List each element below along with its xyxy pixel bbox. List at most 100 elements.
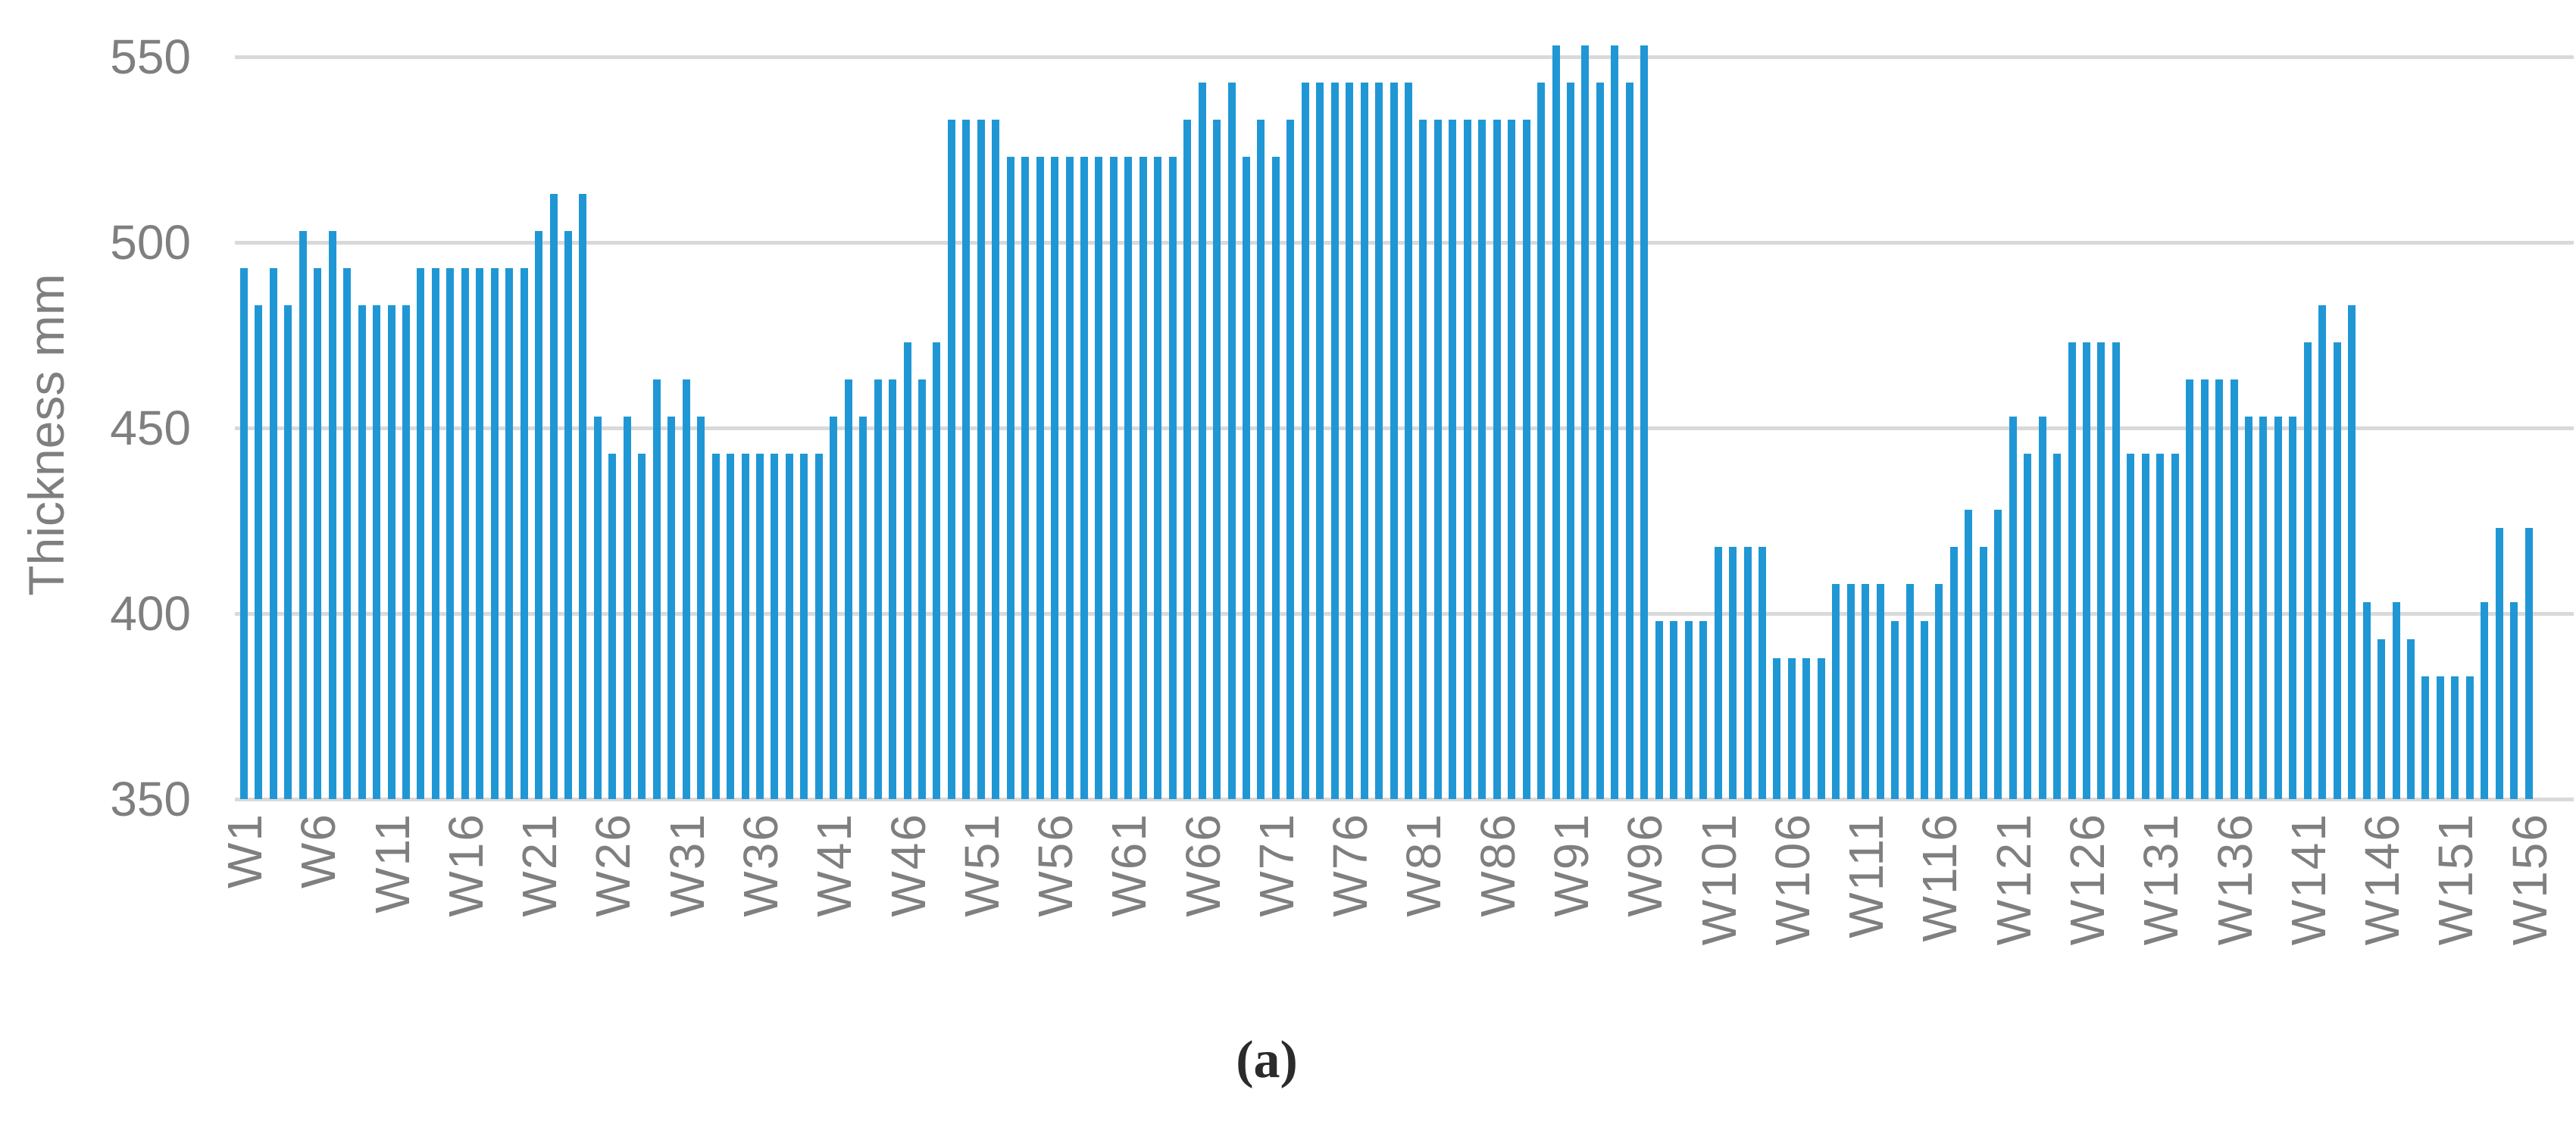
bar	[727, 454, 735, 799]
bar	[1198, 83, 1206, 799]
x-tick-label: W41	[807, 813, 862, 917]
bar	[1449, 120, 1457, 799]
bar	[1390, 83, 1398, 799]
bar	[417, 268, 425, 799]
bar	[373, 305, 381, 799]
x-tick-label: W66	[1175, 813, 1230, 917]
gridline-y400	[235, 612, 2574, 616]
bar	[1360, 83, 1368, 799]
bar	[2068, 342, 2076, 799]
bar	[933, 342, 941, 799]
bar	[1213, 120, 1221, 799]
bar	[1832, 583, 1840, 799]
bar	[1168, 157, 1177, 799]
bar	[2141, 454, 2149, 799]
x-tick-label: W56	[1028, 813, 1083, 917]
bar	[2407, 639, 2415, 799]
bar	[1567, 83, 1575, 799]
bar	[1271, 157, 1280, 799]
bar	[328, 231, 336, 799]
bar	[1802, 657, 1811, 799]
bar	[476, 268, 484, 799]
bar	[564, 231, 573, 799]
gridline-y350	[235, 798, 2574, 801]
x-tick-label: W146	[2355, 813, 2410, 946]
bar	[638, 454, 646, 799]
bar	[1596, 83, 1604, 799]
x-tick-label: W96	[1618, 813, 1673, 917]
bar	[1346, 83, 1354, 799]
bar	[947, 120, 955, 799]
bar	[505, 268, 514, 799]
bar	[682, 379, 690, 799]
bar	[1154, 157, 1162, 799]
bar	[711, 454, 720, 799]
bar	[2097, 342, 2106, 799]
bar	[1714, 546, 1722, 799]
bar	[461, 268, 469, 799]
bar	[299, 231, 307, 799]
x-tick-label: W141	[2281, 813, 2336, 946]
bar	[2377, 639, 2386, 799]
x-tick-label: W81	[1396, 813, 1452, 917]
bar	[652, 379, 661, 799]
x-tick-label: W126	[2060, 813, 2115, 946]
bar	[240, 268, 248, 799]
bar	[2348, 305, 2356, 799]
bar	[1109, 157, 1118, 799]
bar	[1375, 83, 1383, 799]
bar	[1625, 83, 1633, 799]
bar	[741, 454, 749, 799]
bar	[903, 342, 911, 799]
bar	[2465, 676, 2474, 799]
bar	[1286, 120, 1295, 799]
bar	[1787, 657, 1796, 799]
bar	[1684, 620, 1693, 799]
bar	[1891, 620, 1899, 799]
bar	[2053, 454, 2062, 799]
x-tick-label: W16	[438, 813, 493, 917]
bar	[1065, 157, 1074, 799]
bar	[1699, 620, 1708, 799]
x-tick-label: W61	[1102, 813, 1157, 917]
bar	[667, 417, 676, 799]
bar	[2318, 305, 2327, 799]
bar	[1979, 546, 1987, 799]
bar	[1758, 546, 1766, 799]
bar	[1051, 157, 1059, 799]
bar	[874, 379, 882, 799]
bar	[2274, 417, 2282, 799]
bar	[800, 454, 808, 799]
bar	[535, 231, 543, 799]
bar	[1463, 120, 1471, 799]
bar	[830, 417, 838, 799]
bar	[2200, 379, 2209, 799]
bar	[918, 379, 926, 799]
x-tick-label: W86	[1470, 813, 1525, 917]
bar	[785, 454, 793, 799]
bar	[889, 379, 897, 799]
y-tick-label: 350	[110, 772, 191, 826]
bar	[1301, 83, 1309, 799]
bar	[579, 194, 587, 799]
bar	[697, 417, 705, 799]
bar	[1965, 509, 1973, 799]
bar	[2112, 342, 2120, 799]
x-tick-label: W26	[586, 813, 641, 917]
bar	[2127, 454, 2135, 799]
gridline-y500	[235, 241, 2574, 245]
bar	[2451, 676, 2459, 799]
bar	[2009, 417, 2017, 799]
bar	[1183, 120, 1192, 799]
bar	[255, 305, 263, 799]
x-tick-label: W151	[2428, 813, 2484, 946]
bar	[2289, 417, 2297, 799]
bar	[284, 305, 292, 799]
bar	[1405, 83, 1413, 799]
bar	[2421, 676, 2430, 799]
x-tick-label: W31	[659, 813, 714, 917]
bar	[1743, 546, 1752, 799]
bar	[2245, 417, 2253, 799]
bar	[2510, 602, 2518, 799]
bar	[431, 268, 439, 799]
